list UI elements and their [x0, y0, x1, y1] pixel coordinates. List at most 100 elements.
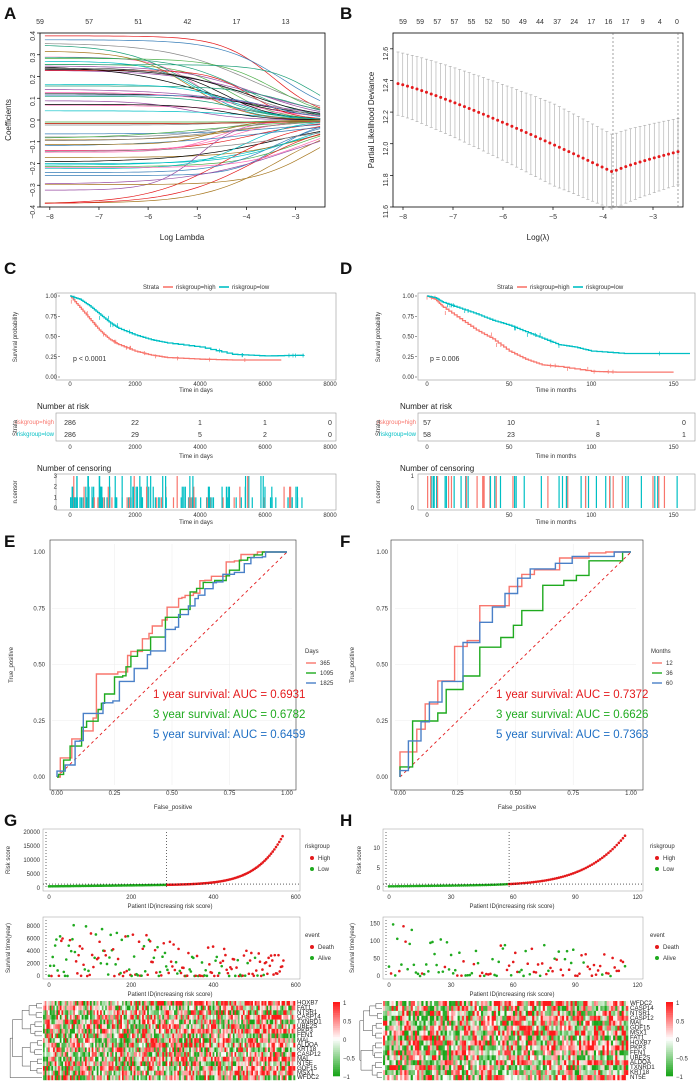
heat-cell [132, 1038, 135, 1044]
heat-cell [111, 1052, 114, 1057]
heat-cell [425, 1010, 429, 1017]
heat-cell [148, 1075, 151, 1081]
surv-point [162, 941, 166, 945]
heat-cell [459, 1030, 463, 1036]
dendrogram-branch [36, 1003, 42, 1009]
heat-cell [521, 1030, 524, 1036]
heat-cell [291, 1066, 294, 1071]
heat-cell [523, 1005, 527, 1012]
heat-cell [271, 1014, 274, 1020]
heat-cell [105, 1047, 108, 1053]
heat-cell [95, 1033, 98, 1039]
surv-point [522, 974, 525, 978]
heat-cell [127, 1070, 129, 1076]
heat-cell [434, 1001, 437, 1007]
heat-cell [108, 1038, 111, 1044]
risk-point [389, 884, 393, 888]
heat-cell [200, 1038, 203, 1044]
deviance-point [548, 141, 552, 145]
heat-cell [387, 1001, 390, 1007]
heat-cell [226, 1061, 229, 1067]
heat-cell [130, 1052, 133, 1057]
heat-cell [195, 1070, 198, 1076]
heat-cell [432, 1015, 435, 1021]
heat-cell [568, 1030, 571, 1036]
heat-cell [53, 1075, 56, 1081]
heat-cell [170, 1042, 173, 1048]
heat-cell [438, 1020, 441, 1026]
heat-cell [175, 1075, 178, 1081]
heat-cell [254, 1014, 257, 1020]
risk-point [611, 847, 614, 851]
heat-cell [291, 1014, 294, 1020]
panel-d-pvalue: p = 0.006 [430, 356, 459, 363]
heat-cell [78, 1028, 81, 1034]
heat-cell [502, 1030, 505, 1036]
heat-cell [105, 1014, 108, 1020]
heat-cell [570, 1030, 573, 1036]
heat-cell [234, 1028, 237, 1034]
y-tick-label: 12.4 [383, 78, 390, 92]
heat-cell [284, 1024, 287, 1030]
heat-cell [224, 1056, 227, 1062]
heat-cell [157, 1024, 160, 1030]
x-tick-label: −6 [499, 214, 507, 221]
heat-cell [241, 1033, 244, 1039]
scale-swatch [333, 1016, 340, 1019]
heat-cell [572, 1025, 576, 1031]
heat-cell [436, 1015, 439, 1021]
heat-cell [246, 1070, 249, 1076]
heat-cell [244, 1001, 247, 1006]
heat-cell [115, 1070, 118, 1076]
heat-cell [140, 1014, 143, 1020]
heat-cell [468, 1015, 471, 1021]
surv-point [69, 949, 73, 953]
censor-bar [433, 476, 435, 508]
heat-cell [162, 1028, 165, 1034]
heat-cell [461, 1001, 465, 1007]
heat-cell [504, 1015, 507, 1021]
heat-cell [283, 1019, 286, 1025]
heat-cell [96, 1024, 99, 1030]
surv-point [410, 928, 414, 932]
heat-cell [617, 1030, 620, 1036]
panel-h-dendrogram [359, 1003, 382, 1078]
heat-cell [127, 1033, 129, 1039]
surv-point [230, 967, 233, 971]
heat-cell [266, 1066, 269, 1071]
heat-cell [142, 1075, 145, 1081]
heat-cell [481, 1020, 484, 1026]
censor-bar [640, 476, 642, 508]
heat-cell [189, 1066, 192, 1071]
heat-cell [142, 1056, 145, 1062]
heat-cell [192, 1038, 195, 1044]
surv-point [582, 961, 585, 964]
surv-point [84, 925, 88, 928]
heat-cell [121, 1019, 124, 1025]
heat-cell [530, 1015, 533, 1021]
surv-point [590, 974, 594, 978]
heat-cell [105, 1019, 108, 1025]
heat-cell [625, 1020, 629, 1026]
heat-cell [229, 1010, 232, 1016]
dendrogram-branch [363, 1010, 373, 1031]
heat-cell [155, 1042, 158, 1048]
heat-cell [489, 1025, 492, 1031]
heat-cell [279, 1010, 282, 1016]
heat-cell [425, 1001, 429, 1007]
heat-cell [93, 1019, 96, 1025]
heat-cell [165, 1014, 168, 1020]
heat-cell [93, 1010, 96, 1016]
heat-cell [190, 1070, 193, 1076]
heat-cell [273, 1024, 276, 1030]
surv-point [132, 955, 136, 958]
heat-cell [118, 1014, 121, 1020]
risk-point [273, 848, 276, 851]
surv-point [495, 974, 498, 978]
heat-cell [610, 1001, 614, 1007]
risk-point [542, 879, 546, 882]
censor-bar [494, 476, 496, 508]
heat-cell [281, 1061, 284, 1067]
risk-point [603, 854, 606, 858]
heat-cell [261, 1061, 264, 1067]
